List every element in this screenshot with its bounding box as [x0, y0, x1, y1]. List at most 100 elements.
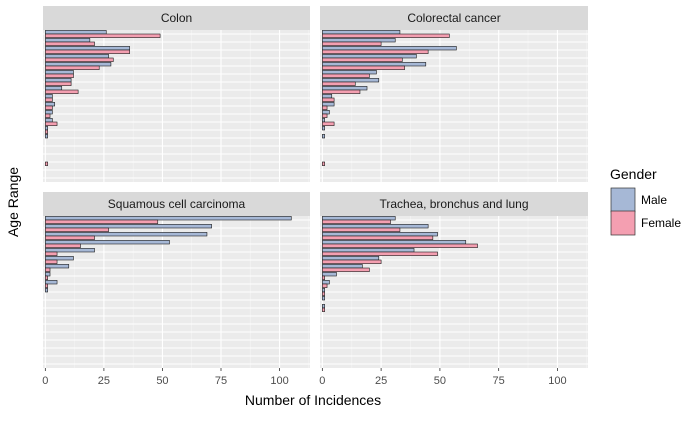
bar-female [322, 161, 326, 166]
facet-title: Colon [161, 11, 192, 25]
x-tick-label: 50 [156, 375, 168, 387]
bar-male [45, 78, 72, 83]
x-tick-label: 75 [493, 375, 505, 387]
bar-male [45, 118, 53, 123]
bar-male [45, 86, 63, 91]
bar-male [45, 134, 48, 139]
bar-male [45, 102, 56, 107]
bar-female [322, 267, 370, 272]
facet-strip [320, 6, 588, 30]
bar-female [322, 57, 403, 62]
bar-male [322, 54, 417, 59]
bar-male [45, 110, 53, 115]
bar-male [322, 272, 337, 277]
bar-male [45, 216, 292, 221]
bar-female [322, 259, 382, 264]
legend: Gender Male Female [610, 166, 681, 236]
facet-panels: Colon Colorectal cancer Squamous cell carc… [43, 6, 588, 368]
bar-male [322, 94, 333, 99]
bar-male [45, 272, 51, 277]
bar-female [45, 259, 58, 264]
legend-label-female: Female [641, 216, 681, 230]
bar-male [322, 216, 396, 221]
bar-female [45, 219, 159, 224]
bar-female [322, 291, 326, 296]
bar-male [45, 232, 208, 237]
bar-female [45, 57, 114, 62]
facet-panel: Squamous cell carcinoma [43, 192, 310, 368]
bar-male [322, 102, 335, 107]
bar-female [45, 251, 58, 256]
bar-male [45, 62, 112, 67]
y-axis-title: Age Range [5, 167, 21, 237]
bar-male [322, 134, 326, 139]
bar-male [322, 296, 326, 301]
legend-title: Gender [610, 166, 657, 182]
facet-strip [320, 192, 588, 216]
x-axis-title: Number of Incidences [245, 392, 381, 408]
legend-label-male: Male [641, 193, 667, 207]
x-tick-label: 0 [319, 375, 325, 387]
bar-male [45, 30, 107, 35]
facet-panel: Colorectal cancer [320, 6, 588, 182]
bar-female [45, 81, 72, 86]
bar-male [322, 304, 326, 309]
bar-male [322, 280, 330, 285]
bar-male [322, 46, 457, 51]
bar-male [45, 70, 74, 75]
x-tick-label: 25 [98, 375, 110, 387]
bar-male [45, 224, 212, 229]
bar-female [322, 97, 335, 102]
bar-male [45, 248, 95, 253]
bar-male [322, 256, 380, 261]
bar-female [45, 41, 95, 46]
bar-female [322, 227, 401, 232]
facet-title: Trachea, bronchus and lung [380, 197, 529, 211]
bar-female [45, 161, 48, 166]
bar-male [45, 94, 53, 99]
bar-female [45, 235, 95, 240]
bar-male [322, 118, 326, 123]
bar-female [45, 121, 58, 126]
bar-male [45, 38, 91, 43]
bar-female [322, 283, 328, 288]
bar-female [45, 49, 130, 54]
bar-female [45, 267, 51, 272]
bar-male [45, 264, 70, 269]
x-tick-label: 100 [548, 375, 566, 387]
bar-female [45, 283, 48, 288]
bar-female [322, 49, 429, 54]
bar-male [45, 288, 48, 293]
x-axes: 0 25 50 75 100 0 25 50 75 100 [42, 368, 567, 387]
bar-male [322, 110, 330, 115]
bar-male [45, 256, 74, 261]
bar-female [322, 275, 326, 280]
facet-panel: Colon [43, 6, 310, 182]
facet-strip [43, 192, 310, 216]
bar-female [322, 307, 326, 312]
x-tick-label: 75 [215, 375, 227, 387]
bar-male [45, 54, 109, 59]
bar-female [322, 235, 434, 240]
bar-female [322, 33, 450, 38]
bar-female [45, 243, 81, 248]
bar-female [322, 251, 438, 256]
bar-female [322, 41, 382, 46]
bar-male [45, 126, 48, 131]
bar-male [322, 224, 429, 229]
bar-female [322, 243, 478, 248]
bar-female [45, 33, 161, 38]
bar-male [322, 248, 415, 253]
bar-female [45, 129, 48, 134]
x-tick-label: 50 [434, 375, 446, 387]
bar-male [322, 240, 467, 245]
bar-female [45, 97, 53, 102]
legend-swatch-female [610, 210, 636, 236]
x-tick-label: 0 [42, 375, 48, 387]
bar-male [45, 240, 170, 245]
bar-female [322, 113, 328, 118]
bar-female [322, 73, 370, 78]
bar-male [45, 46, 130, 51]
x-tick-label: 25 [375, 375, 387, 387]
bar-female [45, 105, 53, 110]
